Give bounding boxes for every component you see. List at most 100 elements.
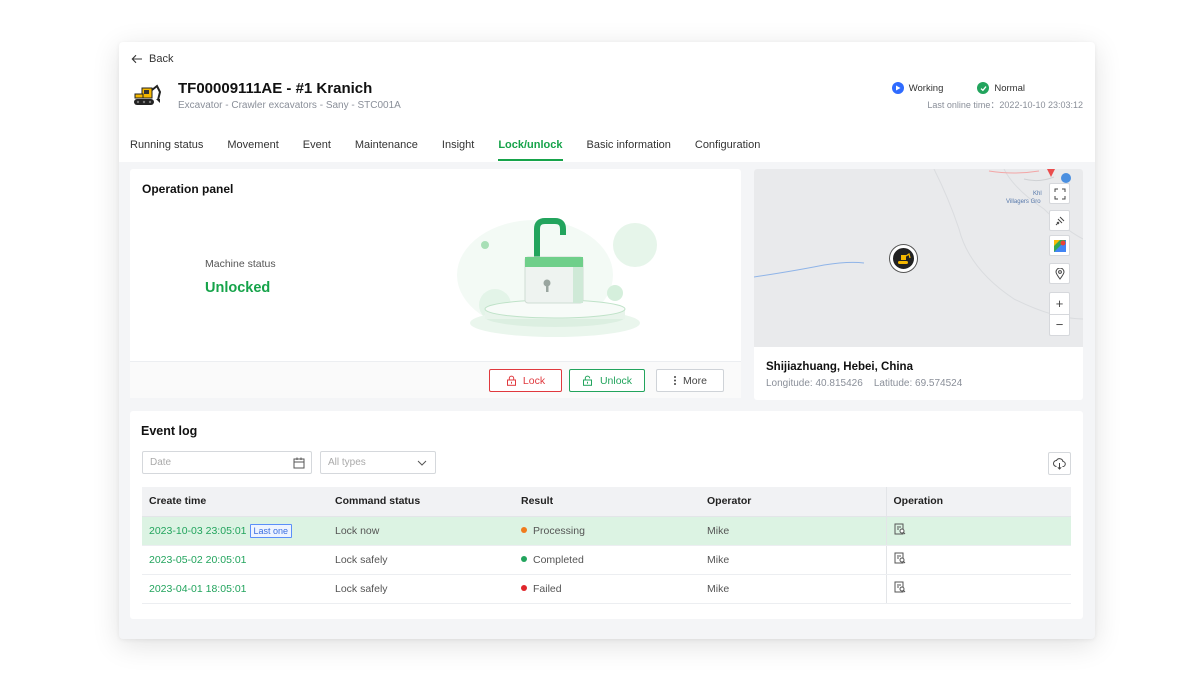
row-command-status: Lock now (328, 516, 514, 546)
view-detail-icon[interactable] (894, 581, 906, 593)
table-row: 2023-10-03 23:05:01 Last one Lock now Pro… (142, 516, 1071, 546)
unlocked-padlock-illustration (457, 218, 657, 337)
unlock-label: Unlock (599, 374, 633, 387)
type-placeholder: All types (328, 457, 366, 468)
machine-location-marker[interactable] (890, 245, 917, 272)
column-header-create-time: Create time (142, 487, 328, 517)
status-working-label: Working (908, 82, 944, 94)
row-operator: Mike (700, 516, 886, 546)
more-label: More (683, 374, 707, 387)
zoom-control: + − (1049, 292, 1070, 336)
machine-detail-card: Back TF00009111AE - #1 Kranich Excavator… (119, 42, 1095, 639)
tab-lock-unlock[interactable]: Lock/unlock (498, 126, 563, 162)
status-dot (521, 584, 527, 591)
download-button[interactable] (1048, 452, 1071, 475)
row-operation (885, 516, 1071, 546)
machine-status-label: Machine status (205, 258, 276, 270)
arrow-left-icon (131, 54, 142, 64)
unlock-icon (582, 375, 592, 386)
status-working: Working (891, 82, 944, 94)
column-header-command-status: Command status (328, 487, 514, 517)
row-result: Failed (514, 574, 700, 604)
map-background: Khl Villagers Gro (754, 169, 1083, 320)
view-detail-icon[interactable] (894, 552, 906, 564)
view-detail-icon[interactable] (894, 523, 906, 535)
last-one-badge: Last one (249, 523, 293, 538)
row-operation (885, 574, 1071, 604)
operation-panel-footer: Lock Unlock More (130, 361, 741, 398)
event-log-table: Create time Command status Result Operat… (142, 487, 1071, 604)
play-icon (891, 82, 904, 94)
page-title: TF00009111AE - #1 Kranich (178, 80, 373, 97)
fullscreen-icon[interactable] (1049, 183, 1070, 204)
last-online-time: Last online time：2022-10-10 23:03:12 (927, 100, 1083, 110)
row-create-time: 2023-04-01 18:05:01 (142, 574, 328, 604)
status-dot (521, 555, 527, 562)
back-button[interactable]: Back (131, 53, 173, 65)
row-command-status: Lock safely (328, 574, 514, 604)
back-label: Back (149, 53, 174, 65)
event-log-title: Event log (141, 424, 198, 438)
tab-insight[interactable]: Insight (441, 139, 475, 151)
table-header-row: Create time Command status Result Operat… (142, 487, 1071, 517)
map-label-villagers: Villagers Gro (1006, 199, 1041, 205)
check-icon (977, 82, 990, 94)
row-result: Completed (514, 545, 700, 575)
lock-icon (506, 375, 516, 386)
machine-status-value: Unlocked (205, 280, 271, 296)
row-operator: Mike (700, 574, 886, 604)
unlock-button[interactable]: Unlock (569, 369, 645, 392)
row-time-text: 2023-10-03 23:05:01 (149, 524, 247, 537)
chevron-down-icon (417, 460, 427, 466)
column-header-operator: Operator (700, 487, 886, 517)
row-result-text: Completed (533, 553, 584, 566)
page-header: Back TF00009111AE - #1 Kranich Excavator… (119, 42, 1095, 126)
tab-configuration[interactable]: Configuration (694, 139, 761, 151)
row-operation (885, 545, 1071, 575)
row-create-time: 2023-05-02 20:05:01 (142, 545, 328, 575)
tab-bar: Running status Movement Event Maintenanc… (119, 126, 1095, 162)
more-vertical-icon (674, 376, 677, 385)
location-map[interactable]: Khl Villagers Gro + − (754, 169, 1083, 347)
tab-basic-information[interactable]: Basic information (586, 139, 671, 151)
zoom-out-icon[interactable]: − (1049, 313, 1070, 335)
row-result-text: Failed (533, 582, 562, 595)
row-result-text: Processing (533, 524, 585, 537)
status-normal: Normal (977, 82, 1025, 94)
event-log-section: Event log Date All types Create time Com… (130, 411, 1083, 619)
tab-movement[interactable]: Movement (227, 139, 279, 151)
row-operator: Mike (700, 545, 886, 575)
locate-icon[interactable] (1049, 263, 1070, 284)
operation-panel: Operation panel Machine status Unlocked … (130, 169, 741, 398)
column-header-result: Result (514, 487, 700, 517)
tab-maintenance[interactable]: Maintenance (354, 139, 418, 151)
lock-label: Lock (522, 374, 546, 387)
location-coordinates: Longitude: 40.815426 Latitude: 69.574524 (766, 378, 963, 389)
satellite-icon[interactable] (1049, 210, 1070, 231)
machine-subtitle: Excavator - Crawler excavators - Sany - … (178, 100, 401, 111)
lock-button[interactable]: Lock (489, 369, 562, 392)
row-command-status: Lock safely (328, 545, 514, 575)
zoom-in-icon[interactable]: + (1055, 295, 1064, 311)
tab-event[interactable]: Event (302, 139, 331, 151)
operation-panel-title: Operation panel (142, 182, 234, 196)
row-create-time: 2023-10-03 23:05:01 Last one (142, 516, 328, 546)
location-name: Shijiazhuang, Hebei, China (766, 361, 913, 373)
column-header-operation: Operation (885, 487, 1071, 517)
cloud-download-icon (1053, 457, 1066, 470)
table-row: 2023-04-01 18:05:01 Lock safely Failed M… (142, 574, 1071, 604)
tab-running-status[interactable]: Running status (130, 139, 204, 151)
more-button[interactable]: More (656, 369, 724, 392)
status-dot (521, 526, 527, 533)
status-normal-label: Normal (994, 82, 1025, 94)
calendar-icon (293, 457, 305, 468)
date-placeholder: Date (150, 457, 172, 468)
type-filter-select[interactable]: All types (320, 451, 436, 474)
row-result: Processing (514, 516, 700, 546)
location-card: Khl Villagers Gro + − Shijiazhu (754, 169, 1083, 400)
map-label-khl: Khl (1033, 191, 1042, 197)
date-filter-input[interactable]: Date (142, 451, 312, 474)
map-layers-icon[interactable] (1049, 235, 1070, 256)
excavator-icon (134, 84, 161, 105)
table-row: 2023-05-02 20:05:01 Lock safely Complete… (142, 545, 1071, 575)
